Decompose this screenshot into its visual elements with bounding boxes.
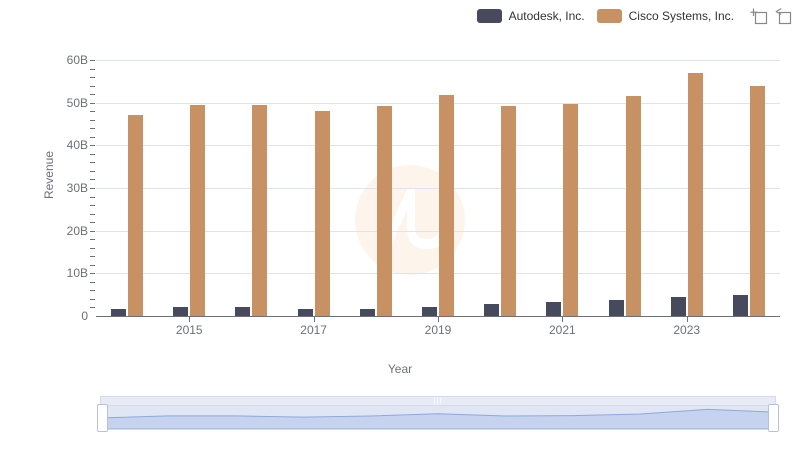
plot-area xyxy=(96,60,780,316)
x-axis-tick-label: 2015 xyxy=(175,323,203,337)
y-axis-minor-tick xyxy=(90,273,95,275)
y-axis-minor-tick xyxy=(90,68,95,70)
datazoom-handle-right[interactable] xyxy=(768,404,779,432)
bar-cisco-2014[interactable] xyxy=(128,115,144,316)
y-axis-minor-tick xyxy=(90,188,95,189)
legend-item-autodesk[interactable]: Autodesk, Inc. xyxy=(476,9,585,23)
bar-autodesk-2024[interactable] xyxy=(732,294,748,316)
x-axis-tick xyxy=(686,317,688,322)
bar-autodesk-2016[interactable] xyxy=(235,307,251,316)
x-axis-tick xyxy=(438,317,439,322)
legend-label-cisco: Cisco Systems, Inc. xyxy=(628,9,734,23)
bar-cisco-2022[interactable] xyxy=(625,95,641,316)
bar-autodesk-2014[interactable] xyxy=(111,309,127,316)
y-axis-minor-tick xyxy=(90,281,95,283)
x-axis-tick xyxy=(562,317,564,322)
y-axis-minor-tick xyxy=(90,256,95,258)
x-axis-tick-label: 2023 xyxy=(673,323,701,337)
y-axis-labels: 0 10B 20B 30B 40B 50B 60B xyxy=(46,53,88,323)
y-axis-minor-tick xyxy=(90,77,95,79)
y-axis-minor-tick xyxy=(90,222,95,224)
gridline xyxy=(96,273,780,275)
legend-swatch-cisco xyxy=(596,9,622,23)
x-axis-title: Year xyxy=(387,362,413,376)
y-axis-minor-tick xyxy=(90,239,95,241)
datazoom-select-icon[interactable] xyxy=(750,7,768,25)
bar-cisco-2019[interactable] xyxy=(439,94,454,316)
legend-swatch-autodesk xyxy=(476,9,502,23)
y-axis-minor-tick xyxy=(90,213,95,215)
legend-item-cisco[interactable]: Cisco Systems, Inc. xyxy=(596,9,734,23)
y-tick-label: 50B xyxy=(66,95,88,110)
datazoom-grip-handle[interactable]: ||| xyxy=(433,398,443,405)
y-tick-label: 0 xyxy=(81,309,88,323)
y-axis-minor-tick xyxy=(90,111,95,113)
y-axis-minor-tick xyxy=(90,102,95,104)
y-axis-minor-tick xyxy=(90,230,95,232)
y-axis-minor-tick xyxy=(90,94,95,96)
gridline xyxy=(96,60,780,61)
y-axis-minor-tick xyxy=(90,145,95,147)
x-axis-tick-label: 2019 xyxy=(424,323,452,337)
y-axis-minor-tick xyxy=(90,85,95,87)
y-axis-minor-tick xyxy=(90,264,95,266)
bar-autodesk-2017[interactable] xyxy=(297,308,313,316)
gridline xyxy=(96,230,780,232)
bar-cisco-2016[interactable] xyxy=(252,105,268,316)
x-axis-tick xyxy=(313,317,315,322)
bar-cisco-2015[interactable] xyxy=(190,105,206,316)
y-axis-minor-tick xyxy=(90,136,95,138)
bar-autodesk-2020[interactable] xyxy=(484,304,500,316)
y-tick-label: 20B xyxy=(66,223,88,238)
y-axis-minor-tick xyxy=(90,290,95,292)
bar-cisco-2018[interactable] xyxy=(376,105,392,316)
x-axis-tick-label: 2021 xyxy=(549,323,576,337)
y-tick-label: 30B xyxy=(66,181,88,195)
legend: Autodesk, Inc. Cisco Systems, Inc. xyxy=(0,0,800,32)
bar-autodesk-2021[interactable] xyxy=(546,302,562,316)
datazoom-slider[interactable]: ||| xyxy=(97,396,779,432)
y-axis-minor-tick xyxy=(90,128,95,130)
bar-autodesk-2019[interactable] xyxy=(422,306,437,316)
y-axis-minor-tick xyxy=(90,247,95,249)
x-axis-tick xyxy=(189,317,191,322)
y-axis-minor-tick xyxy=(90,170,95,172)
gridline xyxy=(96,188,780,189)
datazoom-preview-chart xyxy=(101,408,775,429)
y-tick-label: 60B xyxy=(66,53,88,67)
bar-cisco-2024[interactable] xyxy=(749,86,765,316)
gridline xyxy=(96,102,780,104)
bar-cisco-2017[interactable] xyxy=(314,111,330,316)
x-axis-line xyxy=(96,316,780,317)
datazoom-reset-icon[interactable] xyxy=(774,7,792,25)
y-axis-minor-tick xyxy=(90,205,95,207)
bar-cisco-2021[interactable] xyxy=(563,103,579,316)
x-axis-tick-label: 2017 xyxy=(300,323,327,337)
bar-autodesk-2015[interactable] xyxy=(173,307,189,316)
y-axis-minor-tick xyxy=(90,162,95,164)
bar-cisco-2023[interactable] xyxy=(687,72,703,316)
bar-cisco-2020[interactable] xyxy=(501,105,517,316)
gridline xyxy=(96,145,780,147)
bar-autodesk-2022[interactable] xyxy=(608,300,624,316)
y-axis-minor-tick xyxy=(90,196,95,198)
y-axis-minor-tick xyxy=(90,153,95,155)
bar-autodesk-2018[interactable] xyxy=(359,309,375,316)
y-tick-label: 10B xyxy=(66,266,88,281)
y-tick-label: 40B xyxy=(66,138,88,153)
datazoom-handle-left[interactable] xyxy=(97,404,108,432)
y-axis-minor-tick xyxy=(90,307,95,309)
legend-label-autodesk: Autodesk, Inc. xyxy=(508,9,585,23)
y-axis-minor-tick xyxy=(90,60,95,61)
y-axis-minor-tick xyxy=(90,179,95,181)
y-axis-minor-tick xyxy=(90,298,95,300)
y-axis-minor-tick xyxy=(90,119,95,121)
datazoom-move-bar[interactable]: ||| xyxy=(101,397,775,406)
bar-autodesk-2023[interactable] xyxy=(670,297,686,316)
